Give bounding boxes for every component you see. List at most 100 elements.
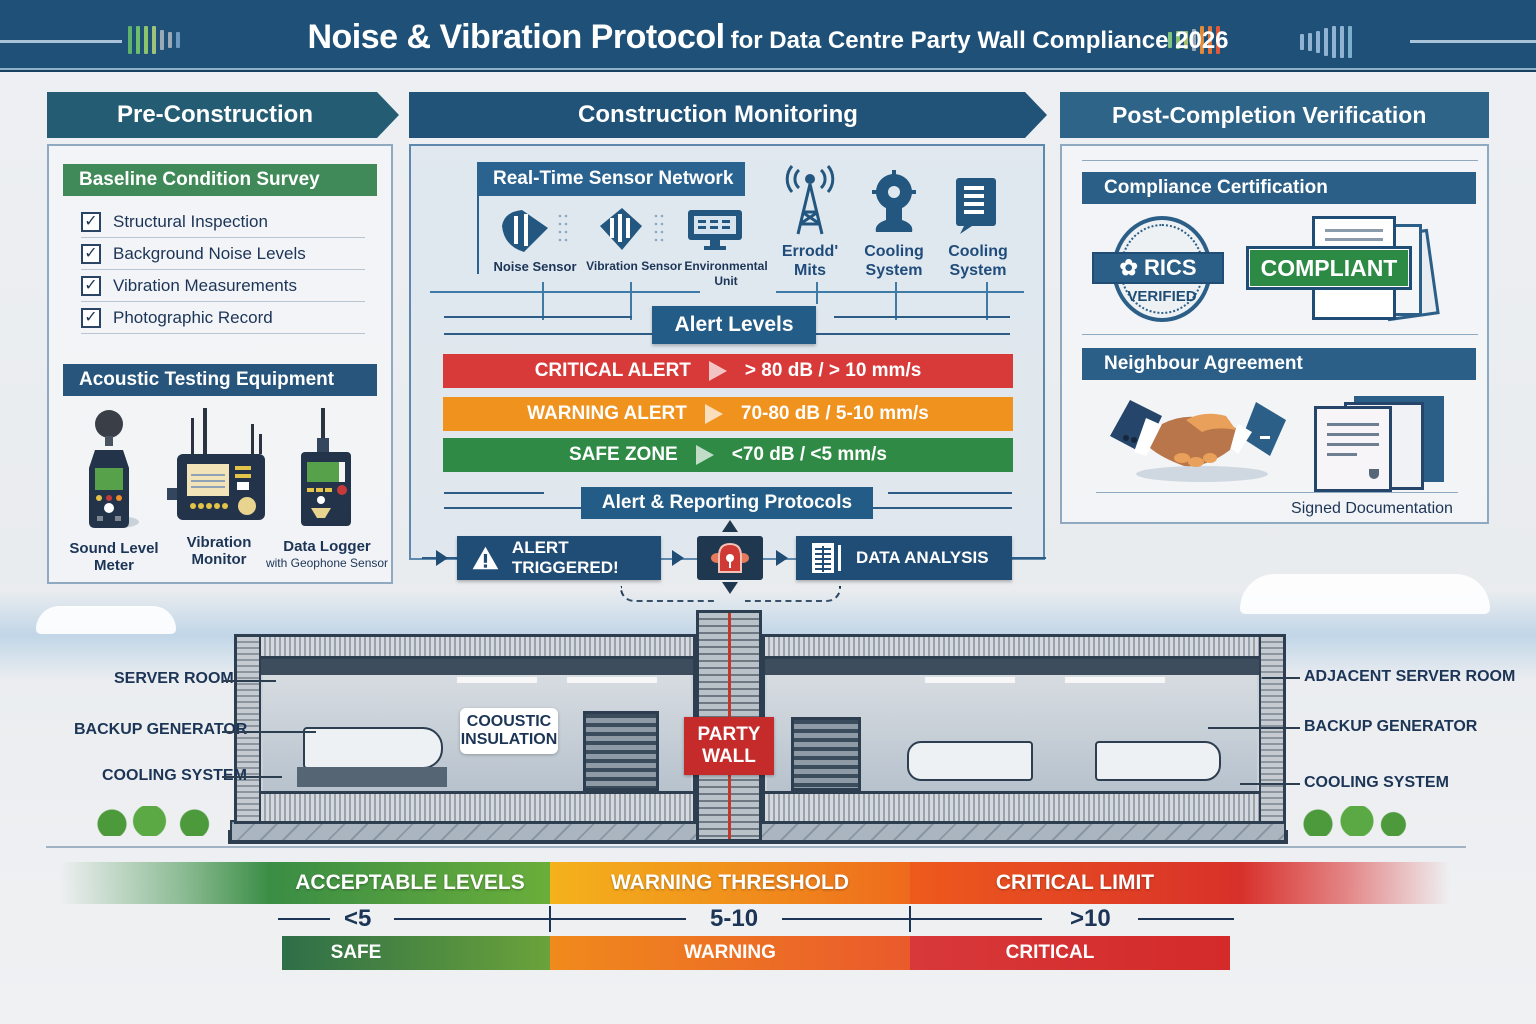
divider-line [1082,334,1478,335]
checklist-item[interactable]: ✓ Vibration Measurements [81,270,365,302]
divider-line [444,507,584,509]
pixel-fade-left [60,862,270,904]
equipment-label: Data Logger with Geophone Sensor [265,538,389,570]
leader-line [222,776,282,778]
arrow-up-icon [722,520,738,532]
ceiling-light [567,677,657,683]
alert-label: SAFE ZONE [569,444,678,465]
scale-tick-mark [909,906,911,932]
sensor-label: Noise Sensor [493,259,577,274]
flow-arrow-icon [436,550,448,566]
alert-threshold: 70-80 dB / 5-10 mm/s [740,403,929,424]
header-divider-right [1410,40,1536,43]
label-adjacent-server-room: ADJACENT SERVER ROOM [1304,668,1516,685]
noise-sensor-icon [502,210,568,252]
warning-triangle-icon [472,546,499,570]
tick-safe: <5 [344,905,372,932]
generator-base [297,767,447,787]
leader-line [222,731,316,733]
rics-seal: ✿ RICS VERIFIED [1092,216,1224,324]
scale-zone-critical: CRITICAL LIMIT [910,862,1240,904]
report-document-icon [956,178,996,234]
header-bar: Noise & Vibration Protocol for Data Centr… [0,0,1536,72]
reporting-header: Alert & Reporting Protocols [581,487,873,519]
seal-banner: ✿ RICS [1092,252,1224,284]
environmental-unit-icon [688,210,742,250]
insulation-label: COOUSTIC INSULATION [460,708,558,754]
certification-header: Compliance Certification [1082,172,1476,204]
zone-label: WARNING THRESHOLD [611,871,849,894]
acoustic-equipment-title: Acoustic Testing Equipment [79,369,335,390]
title-main: Noise & Vibration Protocol [307,18,725,56]
alarm-siren-box[interactable] [697,536,763,580]
checklist-item-label: Structural Inspection [113,211,268,231]
zone-label: ACCEPTABLE LEVELS [295,871,525,894]
post-completion-banner: Post-Completion Verification [1060,92,1489,138]
adjacent-server-room-section [762,634,1286,824]
seal-verified-text: VERIFIED [1127,288,1197,305]
construction-monitoring-title: Construction Monitoring [578,101,858,128]
data-analysis-button[interactable]: DATA ANALYSIS [796,536,1012,580]
ceiling-duct [261,659,693,675]
compliant-stamp-text: COMPLIANT [1249,249,1409,287]
alert-triggered-button[interactable]: ALERT TRIGGERED! [457,536,661,580]
divider-line [888,492,1012,494]
divider-line [444,492,544,494]
checkbox-checked-icon[interactable]: ✓ [81,307,101,328]
neighbour-agreement-title: Neighbour Agreement [1104,353,1303,374]
signed-documents-icon [1310,396,1450,496]
tick-warning: 5-10 [710,905,759,932]
baseline-checklist: ✓ Structural Inspection ✓ Background Noise… [81,206,365,334]
backup-generator-icon [303,727,443,769]
leader-line [1262,677,1300,679]
cooling-rack-icon [791,717,861,791]
alert-levels-header: Alert Levels [652,306,816,344]
network-line [444,333,654,335]
baseline-survey-title: Baseline Condition Survey [79,169,320,190]
header-underline [0,68,1536,70]
party-wall-label: PARTY WALL [684,717,774,775]
network-line [444,316,632,318]
checkbox-checked-icon[interactable]: ✓ [81,275,101,296]
title-subtitle: for Data Centre Party Wall Compliance 20… [730,27,1229,54]
network-line [834,316,1010,318]
leader-line [1240,783,1300,785]
checkbox-checked-icon[interactable]: ✓ [81,211,101,232]
checkbox-checked-icon[interactable]: ✓ [81,243,101,264]
neighbour-agreement-header: Neighbour Agreement [1082,348,1476,380]
vibration-sensor-icon [600,208,664,250]
network-line [636,291,700,293]
data-analysis-label: DATA ANALYSIS [856,548,989,567]
floor-layer [765,791,1259,821]
leader-line [222,680,276,682]
status-safe: SAFE [282,936,550,970]
checklist-item[interactable]: ✓ Photographic Record [81,302,365,334]
checklist-item-label: Photographic Record [113,307,273,327]
wall-insulation [1259,637,1283,821]
vibration-monitor-icon [167,408,265,520]
pre-construction-title: Pre-Construction [116,101,313,128]
sensor-network-bracket [477,196,479,274]
alert-label: CRITICAL ALERT [534,360,691,381]
ground-line [46,846,1466,848]
construction-monitoring-banner: Construction Monitoring [409,92,1047,138]
sound-level-bars-icon-far-right [1300,26,1352,58]
status-critical: CRITICAL [910,936,1230,970]
sound-level-bars-icon-right [1168,26,1220,54]
network-connector [630,282,632,320]
play-arrow-icon [695,445,714,465]
checklist-item[interactable]: ✓ Background Noise Levels [81,238,365,270]
flow-arrow-icon [776,550,788,566]
post-completion-panel: Compliance Certification ✿ RICS VERIFIED… [1060,144,1489,524]
checklist-item-label: Background Noise Levels [113,243,306,263]
sound-level-bars-icon [128,26,180,54]
backup-generator-icon [907,741,1033,781]
status-label: SAFE [330,942,382,963]
label-cooling-system: COOLING SYSTEM [102,767,247,784]
zone-label: CRITICAL LIMIT [995,871,1155,894]
label-backup-generator-right: BACKUP GENERATOR [1304,718,1478,735]
header-divider-left [0,40,122,43]
roof-layer [261,637,693,659]
flow-arrow-icon [672,550,684,566]
checklist-item[interactable]: ✓ Structural Inspection [81,206,365,238]
